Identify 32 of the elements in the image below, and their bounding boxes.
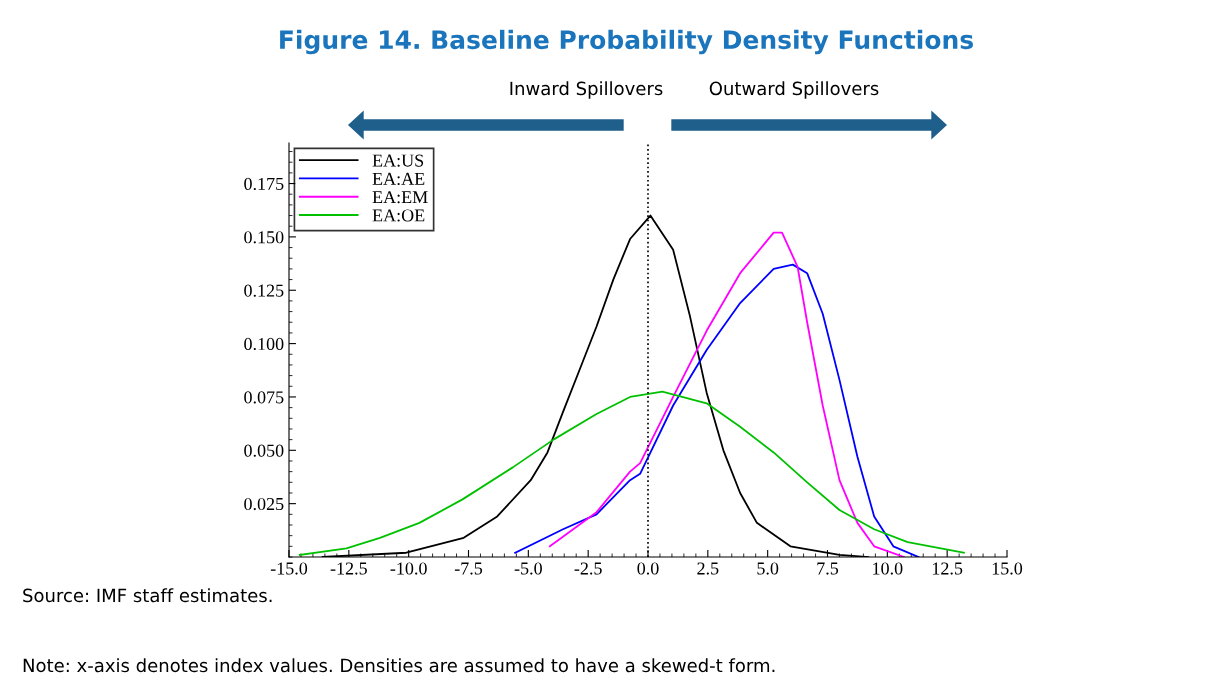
legend-label: EA:US xyxy=(372,154,424,167)
text: Note: x-axis denotes index values. Densities are assumed to have a skewed-t form. xyxy=(23,658,775,673)
x-tick-label: 5.0 xyxy=(757,562,779,575)
line-series xyxy=(298,390,965,556)
text: Outward Spillovers xyxy=(709,81,879,99)
y-tick-label: 0.175 xyxy=(244,177,284,191)
x-tick-label: -7.5 xyxy=(454,562,483,575)
legend-label: EA:EM xyxy=(372,191,428,204)
x-tick-label: 15.0 xyxy=(992,562,1023,575)
y-tick-label: 0.100 xyxy=(244,337,284,351)
x-tick-label: 0.0 xyxy=(637,562,659,575)
legend-label: EA:AE xyxy=(372,172,425,186)
x-tick-label: 12.5 xyxy=(932,562,963,575)
y-tick-label: 0.150 xyxy=(244,231,284,244)
x-tick-label: -10.0 xyxy=(390,562,427,575)
x-tick-label: -15.0 xyxy=(270,562,308,575)
x-tick-label: 2.5 xyxy=(697,562,719,575)
x-tick-label: -12.5 xyxy=(330,562,367,575)
legend-label: EA:OE xyxy=(372,209,425,222)
y-tick-label: 0.025 xyxy=(244,497,284,511)
x-tick-label: -2.5 xyxy=(574,562,602,575)
x-tick-label: 10.0 xyxy=(873,562,903,575)
y-tick-label: 0.075 xyxy=(244,391,284,404)
x-tick-label: -5.0 xyxy=(514,562,542,575)
source-note: Source: IMF staff estimates. xyxy=(23,588,272,603)
text: Inward Spillovers xyxy=(510,81,663,99)
chart-title: Figure 14. Baseline Probability Density Functions xyxy=(280,29,973,55)
line-series xyxy=(548,231,905,557)
y-tick-label: 0.125 xyxy=(244,284,284,297)
x-tick-label: 7.5 xyxy=(817,562,839,575)
y-tick-label: 0.050 xyxy=(244,444,284,457)
line-series xyxy=(514,263,920,557)
